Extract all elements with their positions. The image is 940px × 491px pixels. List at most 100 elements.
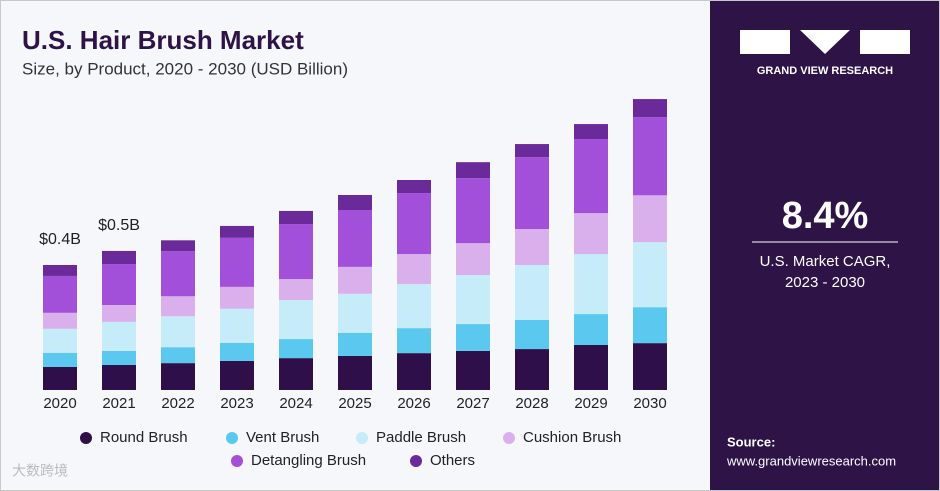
x-tick-label: 2030 xyxy=(633,395,666,412)
brand: GRAND VIEW RESEARCH xyxy=(757,65,893,77)
bar-segment xyxy=(161,296,195,317)
bar-segment xyxy=(456,275,490,325)
bar-segment xyxy=(220,237,254,287)
x-tick-label: 2022 xyxy=(161,395,194,412)
bar-segment xyxy=(397,328,431,354)
bar-segment xyxy=(456,178,490,244)
bar-segment xyxy=(456,350,490,390)
legend-swatch xyxy=(356,432,368,444)
x-tick-label: 2024 xyxy=(279,395,312,412)
annotation: $0.5B xyxy=(98,217,140,234)
bar-segment xyxy=(161,316,195,348)
x-tick-label: 2025 xyxy=(338,395,371,412)
legend-swatch xyxy=(410,455,422,467)
legend-label: Round Brush xyxy=(100,429,188,446)
legend-swatch xyxy=(503,432,515,444)
bar-segment xyxy=(43,328,77,353)
legend-label: Paddle Brush xyxy=(376,429,466,446)
bar-segment xyxy=(43,366,77,390)
logo-block xyxy=(800,30,850,54)
bar-segment xyxy=(338,355,372,390)
side-panel xyxy=(710,1,939,490)
annotation: $0.4B xyxy=(39,231,81,248)
cagr-value: 8.4% xyxy=(782,195,869,237)
legend-label: Detangling Brush xyxy=(251,452,366,469)
logo xyxy=(740,30,910,54)
legend-label: Cushion Brush xyxy=(523,429,621,446)
bar-segment xyxy=(220,286,254,309)
cagr-label: U.S. Market CAGR, xyxy=(760,253,891,270)
x-tick-label: 2027 xyxy=(456,395,489,412)
bar-segment xyxy=(102,365,136,390)
bar-segment xyxy=(397,180,431,194)
bar-segment xyxy=(633,242,667,308)
legend-swatch xyxy=(231,455,243,467)
bar-segment xyxy=(633,195,667,243)
watermark: 大数跨境 xyxy=(12,463,68,479)
bar-segment xyxy=(397,193,431,255)
x-tick-label: 2028 xyxy=(515,395,548,412)
bar-segment xyxy=(161,240,195,252)
bar-segment xyxy=(43,312,77,329)
bar-segment xyxy=(574,314,608,345)
bar-segment xyxy=(574,139,608,214)
bar-segment xyxy=(515,157,549,230)
bar-segment xyxy=(102,305,136,322)
bar-segment xyxy=(574,254,608,315)
legend-swatch xyxy=(80,432,92,444)
bar-segment xyxy=(279,339,313,359)
bar-segment xyxy=(397,353,431,390)
bar-segment xyxy=(220,342,254,361)
bar-segment xyxy=(43,275,77,313)
bar-segment xyxy=(279,358,313,390)
legend-swatch xyxy=(226,432,238,444)
bar-segment xyxy=(220,225,254,238)
bar-segment xyxy=(338,266,372,294)
source-label: Source: xyxy=(727,434,775,449)
bar-segment xyxy=(397,284,431,329)
cagr-label: 2023 - 2030 xyxy=(785,274,865,291)
bar-segment xyxy=(574,345,608,390)
logo-block xyxy=(740,30,790,54)
bar-segment xyxy=(279,279,313,300)
bar-segment xyxy=(515,144,549,158)
bar-segment xyxy=(102,321,136,351)
x-tick-label: 2026 xyxy=(397,395,430,412)
bar-segment xyxy=(515,229,549,265)
source-url: www.grandviewresearch.com xyxy=(726,453,896,468)
legend-label: Others xyxy=(430,452,475,469)
bar-segment xyxy=(397,254,431,285)
x-tick-label: 2023 xyxy=(220,395,253,412)
x-tick-label: 2029 xyxy=(574,395,607,412)
x-tick-label: 2020 xyxy=(43,395,76,412)
bar-segment xyxy=(338,210,372,267)
bar-segment xyxy=(279,224,313,280)
bar-segment xyxy=(574,213,608,255)
bar-segment xyxy=(338,293,372,333)
bar-segment xyxy=(43,352,77,367)
bar-segment xyxy=(161,347,195,364)
bar-segment xyxy=(102,350,136,365)
bar-segment xyxy=(338,332,372,356)
x-tick-label: 2021 xyxy=(102,395,135,412)
bar-segment xyxy=(456,243,490,275)
bar-segment xyxy=(43,265,77,276)
bar-segment xyxy=(515,320,549,350)
bar-segment xyxy=(220,308,254,343)
bar-segment xyxy=(456,324,490,351)
bar-segment xyxy=(161,251,195,297)
bar-segment xyxy=(515,349,549,390)
bar-segment xyxy=(574,124,608,140)
bar-segment xyxy=(102,264,136,305)
bar-segment xyxy=(456,162,490,179)
bar-segment xyxy=(279,210,313,225)
bar-segment xyxy=(633,307,667,344)
bar-segment xyxy=(220,360,254,390)
bar-segment xyxy=(338,195,372,210)
chart-title: U.S. Hair Brush Market xyxy=(22,25,304,55)
bar-segment xyxy=(161,363,195,390)
legend-label: Vent Brush xyxy=(246,429,319,446)
bar-segment xyxy=(515,265,549,320)
bar-segment xyxy=(633,99,667,118)
